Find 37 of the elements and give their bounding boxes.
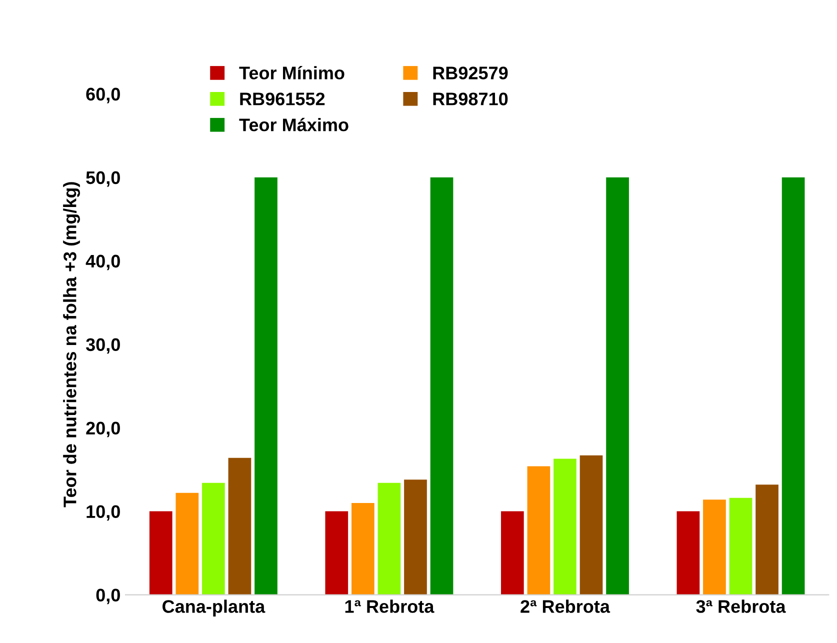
bar [500,511,524,595]
y-tick-label: 0,0 [96,588,120,604]
bar [352,502,374,595]
bar [378,482,401,595]
bar [606,177,629,595]
legend-label: Teor Mínimo [239,66,344,80]
bar [554,458,576,595]
y-tick-label: 20,0 [86,422,120,438]
bar [254,177,278,595]
x-tick-label: 2ª Rebrota [520,600,610,613]
bar [756,484,778,595]
bar [176,492,199,595]
legend-label: Teor Máximo [239,118,348,132]
legend-label: RB98710 [433,92,508,106]
bar [404,480,427,595]
bar [782,177,805,595]
x-tick-label: 3ª Rebrota [696,600,786,613]
bar [580,455,603,595]
y-axis-title: Teor de nutrientes na folha +3 (mg/kg) [63,182,80,508]
y-tick-label: 60,0 [86,88,120,104]
bar [430,177,454,595]
x-tick-label: 1ª Rebrota [345,600,434,613]
bar [676,511,700,595]
bar [149,511,172,595]
legend-label: RB961552 [240,92,325,106]
bar [729,498,752,595]
bar [527,466,550,595]
bar [228,458,252,595]
bar [325,511,348,595]
y-tick-label: 10,0 [86,505,120,521]
y-tick-label: 30,0 [86,338,120,354]
bar [202,482,225,595]
y-tick-label: 50,0 [86,171,120,187]
bar [703,500,726,595]
x-tick-label: Cana-planta [162,600,266,616]
legend-label: RB92579 [433,66,508,80]
y-tick-label: 40,0 [86,254,120,270]
